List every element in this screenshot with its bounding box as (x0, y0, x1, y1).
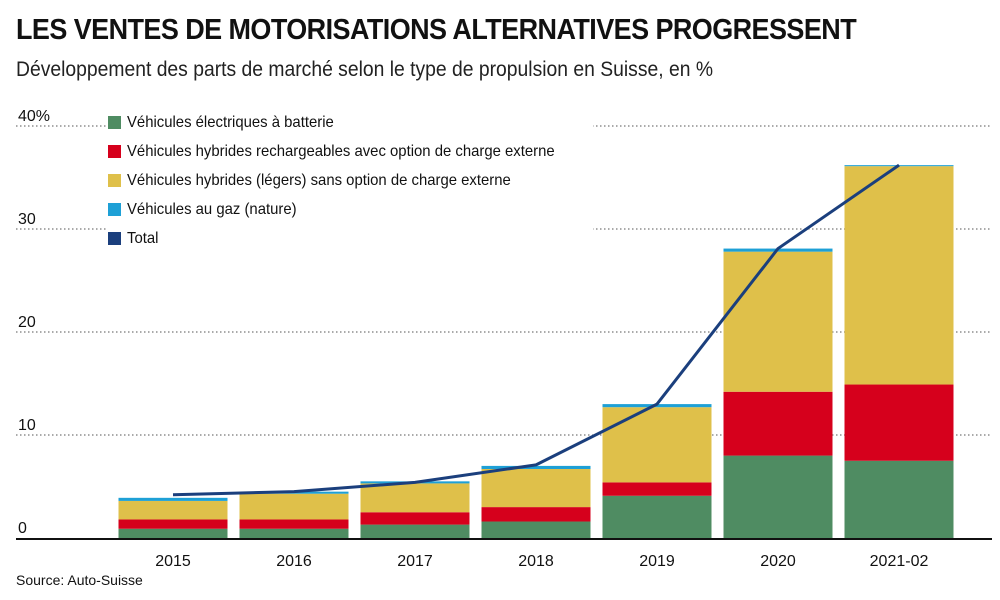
chart-legend: Véhicules électriques à batterie Véhicul… (108, 106, 593, 255)
legend-swatch-bev (108, 116, 121, 129)
bar-2016-series-1 (239, 528, 349, 538)
legend-swatch-phev (108, 145, 121, 158)
source-note: Source: Auto-Suisse (16, 572, 143, 588)
bar-2017-series-3 (360, 483, 470, 513)
bar-2015-series-4 (118, 497, 228, 501)
legend-label-gas: Véhicules au gaz (nature) (127, 200, 297, 218)
bar-2015-series-3 (118, 500, 228, 520)
total-line (172, 163, 900, 497)
bar-2017-series-1 (360, 524, 470, 538)
bar-2020-series-3 (723, 251, 833, 392)
bar-2020-series-1 (723, 455, 833, 538)
bar-2019-series-3 (602, 407, 712, 483)
legend-item-total: Total (108, 224, 587, 253)
bar-2016-series-3 (239, 493, 349, 520)
bar-2019-series-1 (602, 495, 712, 538)
bar-2018-series-3 (481, 468, 591, 508)
bar-2015-series-1 (118, 528, 228, 538)
bar-2021-02-series-2 (844, 384, 954, 461)
x-tick-label-2017: 2017 (397, 553, 433, 570)
bar-2016-series-2 (239, 519, 349, 529)
y-tick-label-30: 30 (18, 211, 36, 228)
legend-label-bev: Véhicules électriques à batterie (127, 113, 334, 131)
x-tick-label-2018: 2018 (518, 553, 554, 570)
legend-swatch-hybrid (108, 174, 121, 187)
legend-label-total: Total (127, 229, 159, 247)
x-tick-label-2021-02: 2021-02 (870, 553, 929, 570)
bar-2021-02-series-1 (844, 460, 954, 538)
chart-title: LES VENTES DE MOTORISATIONS ALTERNATIVES… (16, 14, 857, 46)
y-tick-label-0: 0 (18, 520, 27, 537)
y-tick-label-10: 10 (18, 417, 36, 434)
bar-2017-series-2 (360, 512, 470, 525)
legend-swatch-total (108, 232, 121, 245)
legend-item-phev: Véhicules hybrides rechargeables avec op… (108, 137, 587, 166)
y-tick-label-40%: 40% (18, 108, 50, 125)
x-tick-label-2019: 2019 (639, 553, 675, 570)
bar-2018-series-4 (481, 465, 591, 469)
bar-2020-series-2 (723, 391, 833, 456)
legend-swatch-gas (108, 203, 121, 216)
legend-label-phev: Véhicules hybrides rechargeables avec op… (127, 142, 555, 160)
x-tick-label-2015: 2015 (155, 553, 191, 570)
bar-2021-02-series-3 (844, 166, 954, 385)
x-tick-label-2020: 2020 (760, 553, 796, 570)
x-tick-label-2016: 2016 (276, 553, 312, 570)
bar-2015-series-2 (118, 519, 228, 529)
bar-2018-series-1 (481, 521, 591, 538)
legend-item-bev: Véhicules électriques à batterie (108, 108, 587, 137)
legend-label-hybrid: Véhicules hybrides (légers) sans option … (127, 171, 511, 189)
bar-2018-series-2 (481, 507, 591, 522)
chart-subtitle: Développement des parts de marché selon … (16, 58, 714, 81)
legend-item-hybrid: Véhicules hybrides (légers) sans option … (108, 166, 587, 195)
y-tick-label-20: 20 (18, 314, 36, 331)
bar-2019-series-2 (602, 482, 712, 496)
legend-item-gas: Véhicules au gaz (nature) (108, 195, 587, 224)
